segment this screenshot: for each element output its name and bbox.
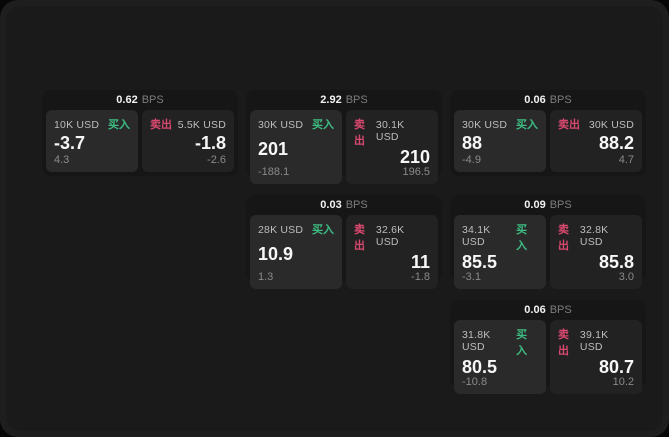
sell-label: 卖出	[354, 119, 365, 147]
sell-label: 卖出	[558, 224, 569, 252]
buy-label: 买入	[312, 224, 334, 236]
sell-label: 卖出	[558, 329, 569, 357]
buy-panel[interactable]: 30K USD 买入 88 -4.9	[454, 110, 546, 172]
sell-amount: 30.1K USD	[375, 119, 405, 143]
buy-label: 买入	[516, 224, 528, 252]
buy-sub-value: -10.8	[462, 376, 488, 388]
buy-panel[interactable]: 10K USD 买入 -3.7 4.3	[46, 110, 138, 172]
buy-sub-value: -3.1	[462, 271, 481, 283]
sell-sub-value: -1.8	[411, 271, 430, 283]
quote-card: 2.92 BPS 30K USD 买入 201 -188.1 卖出	[246, 90, 442, 184]
buy-sub-value: 1.3	[258, 271, 274, 283]
sell-label: 卖出	[558, 119, 580, 131]
bps-unit-label: BPS	[141, 94, 164, 106]
buy-label: 买入	[516, 329, 528, 357]
content-area: 0.62 BPS 10K USD 买入 -3.7 4.3 卖出	[6, 6, 663, 431]
card-header: 0.06 BPS	[454, 90, 642, 110]
sell-amount: 32.6K USD	[375, 224, 405, 248]
bps-value: 0.09	[524, 199, 546, 211]
buy-label: 买入	[108, 119, 130, 131]
buy-panel[interactable]: 30K USD 买入 201 -188.1	[250, 110, 342, 184]
sell-price: 210	[399, 147, 430, 167]
sell-panel[interactable]: 卖出 32.8K USD 85.8 3.0	[550, 215, 642, 289]
buy-sub-value: 4.3	[54, 154, 70, 166]
card-header: 0.03 BPS	[250, 195, 438, 215]
buy-amount: 28K USD	[258, 224, 304, 236]
quote-card: 0.62 BPS 10K USD 买入 -3.7 4.3 卖出	[42, 90, 238, 176]
card-header: 2.92 BPS	[250, 90, 438, 110]
bps-unit-label: BPS	[549, 94, 572, 106]
bps-value: 0.06	[524, 94, 546, 106]
sell-label: 卖出	[150, 119, 172, 131]
sell-price: 85.8	[598, 252, 634, 272]
sell-sub-value: 196.5	[402, 166, 430, 178]
sell-amount: 30K USD	[588, 119, 634, 131]
bps-unit-label: BPS	[549, 304, 572, 316]
sell-amount: 5.5K USD	[177, 119, 226, 131]
buy-price: 80.5	[462, 357, 498, 377]
quote-card: 0.03 BPS 28K USD 买入 10.9 1.3 卖出	[246, 195, 442, 289]
card-header: 0.62 BPS	[46, 90, 234, 110]
sell-amount: 32.8K USD	[579, 224, 609, 248]
sell-panel[interactable]: 卖出 5.5K USD -1.8 -2.6	[142, 110, 234, 172]
sell-sub-value: 3.0	[618, 271, 634, 283]
bps-value: 0.03	[320, 199, 342, 211]
sell-sub-value: -2.6	[207, 154, 226, 166]
buy-price: -3.7	[54, 133, 86, 153]
bps-value: 2.92	[320, 94, 342, 106]
sell-panel[interactable]: 卖出 30K USD 88.2 4.7	[550, 110, 642, 172]
quote-card: 0.06 BPS 30K USD 买入 88 -4.9 卖出	[450, 90, 646, 176]
buy-price: 85.5	[462, 252, 498, 272]
buy-price: 88	[462, 133, 483, 153]
buy-sub-value: -188.1	[258, 166, 290, 178]
sell-label: 卖出	[354, 224, 365, 252]
sell-price: 88.2	[598, 133, 634, 153]
bps-value: 0.06	[524, 304, 546, 316]
buy-panel[interactable]: 34.1K USD 买入 85.5 -3.1	[454, 215, 546, 289]
card-header: 0.06 BPS	[454, 300, 642, 320]
buy-sub-value: -4.9	[462, 154, 481, 166]
bps-unit-label: BPS	[549, 199, 572, 211]
sell-panel[interactable]: 卖出 39.1K USD 80.7 10.2	[550, 320, 642, 394]
sell-panel[interactable]: 卖出 32.6K USD 11 -1.8	[346, 215, 438, 289]
quote-card: 0.09 BPS 34.1K USD 买入 85.5 -3.1 卖出	[450, 195, 646, 289]
sell-sub-value: 10.2	[612, 376, 634, 388]
bps-value: 0.62	[116, 94, 138, 106]
sell-price: 11	[410, 252, 430, 272]
sell-price: 80.7	[598, 357, 634, 377]
sell-price: -1.8	[194, 133, 226, 153]
quote-card: 0.06 BPS 31.8K USD 买入 80.5 -10.8 卖	[450, 300, 646, 394]
buy-panel[interactable]: 31.8K USD 买入 80.5 -10.8	[454, 320, 546, 394]
buy-price: 201	[258, 139, 289, 159]
buy-amount: 34.1K USD	[462, 224, 491, 248]
sell-panel[interactable]: 卖出 30.1K USD 210 196.5	[346, 110, 438, 184]
buy-amount: 30K USD	[462, 119, 508, 131]
buy-amount: 31.8K USD	[462, 329, 491, 353]
buy-amount: 10K USD	[54, 119, 100, 131]
card-header: 0.09 BPS	[454, 195, 642, 215]
buy-label: 买入	[516, 119, 538, 131]
buy-panel[interactable]: 28K USD 买入 10.9 1.3	[250, 215, 342, 289]
sell-amount: 39.1K USD	[579, 329, 609, 353]
buy-amount: 30K USD	[258, 119, 304, 131]
bps-unit-label: BPS	[345, 199, 368, 211]
quote-card-grid: 0.62 BPS 10K USD 买入 -3.7 4.3 卖出	[42, 90, 646, 394]
sell-sub-value: 4.7	[618, 154, 634, 166]
bps-unit-label: BPS	[345, 94, 368, 106]
buy-price: 10.9	[258, 244, 294, 264]
buy-label: 买入	[312, 119, 334, 131]
